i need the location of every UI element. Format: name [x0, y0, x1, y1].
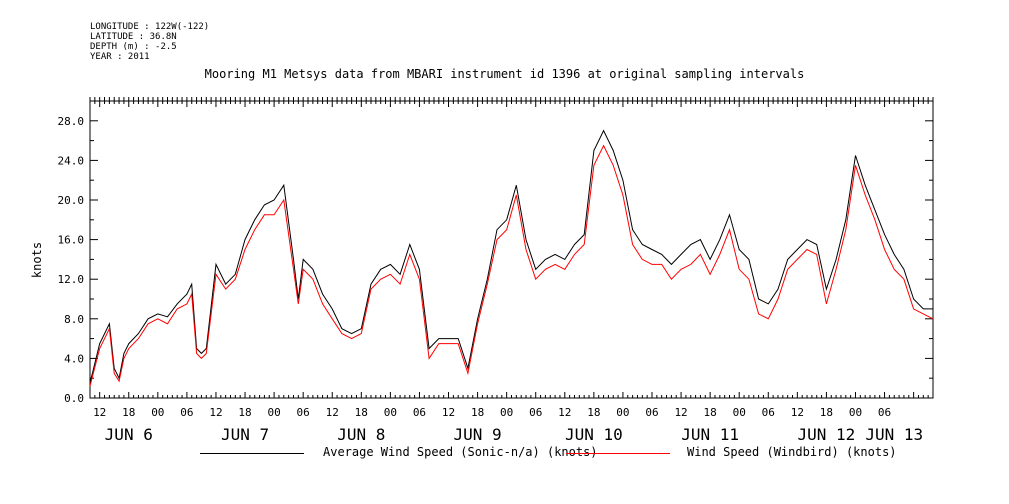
x-tick-label: 12 — [674, 406, 687, 419]
y-tick-label: 20.0 — [58, 194, 85, 207]
y-tick-label: 0.0 — [64, 392, 84, 405]
x-axis: 12 18 00 06 12 18 00 06 12 18 00 06 12 18 00 06 12 18 00 06… — [93, 406, 923, 444]
x-tick-label: 12 — [93, 406, 106, 419]
x-tick-label: 06 — [413, 406, 426, 419]
x-tick-label: 00 — [151, 406, 164, 419]
x-tick-label: 06 — [180, 406, 193, 419]
y-tick-label: 12.0 — [58, 273, 85, 286]
x-tick-label: 12 — [209, 406, 222, 419]
x-tick-label: 00 — [500, 406, 513, 419]
x-tick-label: 00 — [384, 406, 397, 419]
x-tick-label: 06 — [297, 406, 310, 419]
y-axis-label: knots — [30, 242, 44, 278]
x-tick-label: 00 — [733, 406, 746, 419]
x-day-label: JUN 10 — [565, 425, 623, 444]
x-tick-label: 18 — [587, 406, 600, 419]
legend-swatch-sonic — [200, 453, 304, 454]
y-tick-label: 28.0 — [58, 115, 85, 128]
x-day-label: JUN 9 — [454, 425, 502, 444]
series-layer — [89, 129, 934, 387]
x-tick-label: 18 — [355, 406, 368, 419]
chart-title: Mooring M1 Metsys data from MBARI instru… — [204, 67, 805, 81]
depth-label: DEPTH (m) : -2.5 — [90, 42, 177, 52]
x-tick-label: 06 — [878, 406, 891, 419]
x-day-label: JUN 6 — [105, 425, 153, 444]
x-tick-label: 00 — [616, 406, 629, 419]
y-tick-label: 8.0 — [64, 313, 84, 326]
x-tick-label: 12 — [442, 406, 455, 419]
year-label: YEAR : 2011 — [90, 52, 150, 62]
y-tick-label: 24.0 — [58, 154, 85, 167]
x-tick-label: 06 — [762, 406, 775, 419]
legend-label-windbird: Wind Speed (Windbird) (knots) — [687, 445, 897, 459]
x-day-label: JUN 13 — [865, 425, 923, 444]
x-tick-label: 18 — [122, 406, 135, 419]
x-tick-label: 18 — [238, 406, 251, 419]
x-tick-label: 00 — [849, 406, 862, 419]
x-tick-label: 12 — [791, 406, 804, 419]
plot-frame — [89, 97, 934, 399]
legend-swatch-windbird — [566, 453, 670, 454]
x-tick-label: 18 — [820, 406, 833, 419]
x-tick-label: 12 — [326, 406, 339, 419]
y-tick-label: 4.0 — [64, 352, 84, 365]
legend-label-sonic: Average Wind Speed (Sonic-n/a) (knots) — [323, 445, 598, 459]
x-tick-label: 00 — [267, 406, 280, 419]
x-day-label: JUN 7 — [221, 425, 269, 444]
series-line-windbird — [89, 144, 934, 387]
x-day-label: JUN 8 — [337, 425, 385, 444]
longitude-label: LONGITUDE : 122W(-122) — [90, 22, 210, 32]
x-day-label: JUN 11 — [681, 425, 739, 444]
latitude-label: LATITUDE : 36.8N — [90, 32, 177, 42]
x-tick-label: 12 — [558, 406, 571, 419]
x-tick-label: 18 — [471, 406, 484, 419]
x-tick-label: 18 — [704, 406, 717, 419]
series-line-sonic — [89, 129, 933, 384]
x-day-label: JUN 12 — [798, 425, 856, 444]
x-tick-label: 06 — [645, 406, 658, 419]
x-tick-label: 06 — [529, 406, 542, 419]
y-axis: 0.0 4.0 8.0 12.0 16.0 20.0 24.0 28.0 — [58, 100, 933, 405]
y-tick-label: 16.0 — [58, 234, 85, 247]
legend: Average Wind Speed (Sonic-n/a) (knots) W… — [200, 445, 920, 465]
